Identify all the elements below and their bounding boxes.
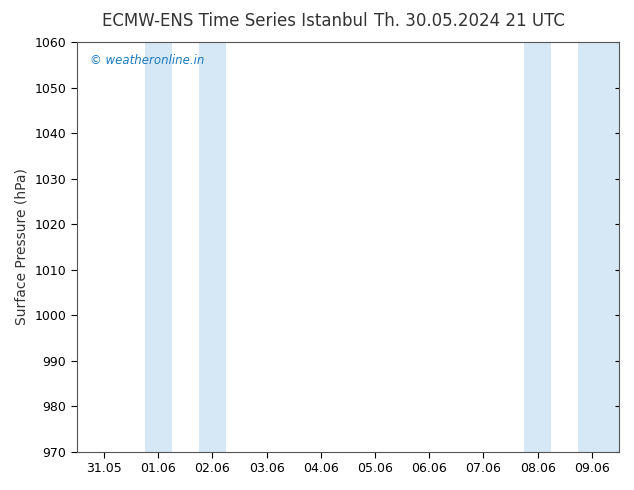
Bar	[605, 42, 619, 452]
Text: ECMW-ENS Time Series Istanbul: ECMW-ENS Time Series Istanbul	[102, 12, 367, 30]
Bar	[145, 42, 172, 452]
Bar	[199, 42, 226, 452]
Y-axis label: Surface Pressure (hPa): Surface Pressure (hPa)	[15, 169, 29, 325]
Text: © weatheronline.in: © weatheronline.in	[91, 54, 205, 67]
Bar	[524, 42, 551, 452]
Text: Th. 30.05.2024 21 UTC: Th. 30.05.2024 21 UTC	[373, 12, 565, 30]
Bar	[578, 42, 605, 452]
